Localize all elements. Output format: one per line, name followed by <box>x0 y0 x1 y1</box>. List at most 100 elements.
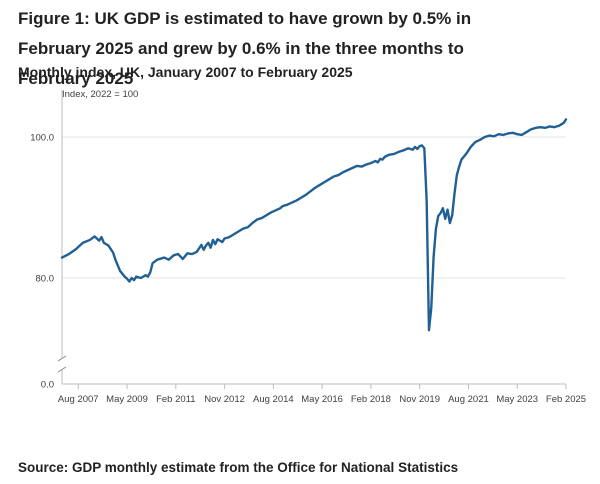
data-point <box>265 214 267 216</box>
data-point <box>493 135 495 137</box>
y-axis-unit-label: Index, 2022 = 100 <box>62 89 138 100</box>
data-point <box>549 125 551 127</box>
gdp-series-line <box>60 118 568 332</box>
data-point <box>456 174 458 176</box>
data-point <box>93 235 95 237</box>
x-tick-label: May 2016 <box>301 394 343 405</box>
data-point <box>535 127 537 129</box>
data-point <box>465 153 467 155</box>
data-point <box>437 215 439 217</box>
data-point <box>479 139 481 141</box>
data-point <box>261 217 263 219</box>
data-point <box>451 214 453 216</box>
data-point <box>407 147 409 149</box>
data-point <box>291 201 293 203</box>
data-point <box>558 125 560 127</box>
data-point <box>414 146 416 148</box>
data-point <box>196 251 198 253</box>
data-point <box>100 236 102 238</box>
data-point <box>151 262 153 264</box>
data-point <box>163 256 165 258</box>
data-point <box>421 144 423 146</box>
data-point <box>474 141 476 143</box>
data-point <box>381 158 383 160</box>
data-point <box>98 239 100 241</box>
x-tick-label: Aug 2021 <box>448 394 489 405</box>
chart-subtitle: Monthly index, UK, January 2007 to Febru… <box>18 64 353 80</box>
data-point <box>453 192 455 194</box>
data-point <box>544 127 546 129</box>
data-point <box>96 237 98 239</box>
data-point <box>223 237 225 239</box>
gridlines <box>62 136 566 385</box>
data-point <box>388 153 390 155</box>
data-point <box>511 132 513 134</box>
data-point <box>235 232 237 234</box>
data-point <box>214 243 216 245</box>
gdp-data-points <box>61 118 567 331</box>
data-point <box>216 238 218 240</box>
data-point <box>251 222 253 224</box>
data-point <box>423 147 425 149</box>
data-point <box>428 329 430 331</box>
data-point <box>530 128 532 130</box>
data-point <box>61 256 63 258</box>
data-point <box>172 254 174 256</box>
y-tick-label: 100.0 <box>30 133 54 144</box>
chart-title: Figure 1: UK GDP is estimated to have gr… <box>18 9 472 88</box>
data-point <box>103 242 105 244</box>
data-point <box>449 222 451 224</box>
data-point <box>356 165 358 167</box>
data-point <box>82 242 84 244</box>
data-point <box>202 249 204 251</box>
data-point <box>130 277 132 279</box>
data-point <box>126 278 128 280</box>
data-point <box>186 252 188 254</box>
data-point <box>305 194 307 196</box>
data-point <box>247 226 249 228</box>
data-point <box>200 244 202 246</box>
data-point <box>149 271 151 273</box>
data-point <box>360 165 362 167</box>
data-point <box>140 277 142 279</box>
axes <box>57 90 567 389</box>
data-point <box>177 253 179 255</box>
data-point <box>300 196 302 198</box>
data-point <box>209 246 211 248</box>
data-point <box>430 306 432 308</box>
data-point <box>309 190 311 192</box>
data-point <box>133 279 135 281</box>
data-point <box>314 187 316 189</box>
y-tick-label: 80.0 <box>36 274 55 285</box>
data-point <box>342 171 344 173</box>
data-point <box>446 208 448 210</box>
data-point <box>565 118 567 120</box>
data-point <box>374 160 376 162</box>
data-point <box>168 258 170 260</box>
data-point <box>398 151 400 153</box>
data-point <box>68 253 70 255</box>
data-point <box>346 169 348 171</box>
x-tick-label: May 2009 <box>106 394 148 405</box>
data-point <box>365 163 367 165</box>
x-tick-label: Aug 2014 <box>253 394 294 405</box>
data-point <box>502 134 504 136</box>
data-point <box>507 132 509 134</box>
data-point <box>156 258 158 260</box>
source-note: Source: GDP monthly estimate from the Of… <box>18 460 459 475</box>
data-point <box>319 184 321 186</box>
data-point <box>553 126 555 128</box>
data-point <box>182 258 184 260</box>
data-point <box>295 199 297 201</box>
data-point <box>333 175 335 177</box>
x-tick-label: Nov 2019 <box>399 394 440 405</box>
data-point <box>402 149 404 151</box>
data-point <box>242 227 244 229</box>
data-point <box>384 156 386 158</box>
data-point <box>412 148 414 150</box>
data-point <box>516 133 518 135</box>
data-point <box>144 274 146 276</box>
data-point <box>497 133 499 135</box>
data-point <box>221 241 223 243</box>
data-point <box>274 209 276 211</box>
